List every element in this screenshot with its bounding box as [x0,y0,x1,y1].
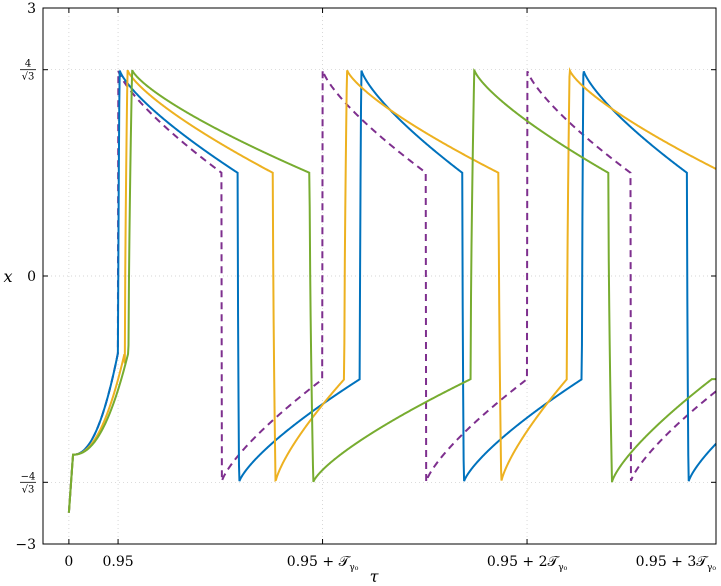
series-line-1 [67,70,717,513]
y-tick-denominator: √3 [22,484,35,495]
series-line-3 [67,68,716,513]
x-tick-label: 0.95 + 2𝒯γ₀ [487,554,568,573]
series-line-0 [67,69,717,513]
y-tick-numerator: −4 [21,471,36,482]
ticks: 0 0.95 0.95 + 𝒯γ₀ 0.95 + 2𝒯γ₀ 0.95 + 3𝒯γ₀ 3 4 √… [15,1,716,573]
x-tick-label: 0.95 [102,554,133,570]
y-tick-label: −3 [15,537,36,553]
series-line-2 [67,67,717,513]
x-tick-label: 0 [64,554,73,570]
y-tick-denominator: √3 [22,72,35,83]
x-axis-label: τ [370,567,380,586]
y-tick-label: 0 [27,269,36,285]
y-tick-numerator: 4 [25,59,31,70]
x-tick-label: 0.95 + 𝒯γ₀ [287,554,359,573]
x-tick-label: 0.95 + 3𝒯γ₀ [636,554,717,573]
y-axis-label: x [3,267,12,286]
y-tick-label: 3 [27,1,36,17]
series-layer [67,67,717,513]
grid [43,7,716,545]
